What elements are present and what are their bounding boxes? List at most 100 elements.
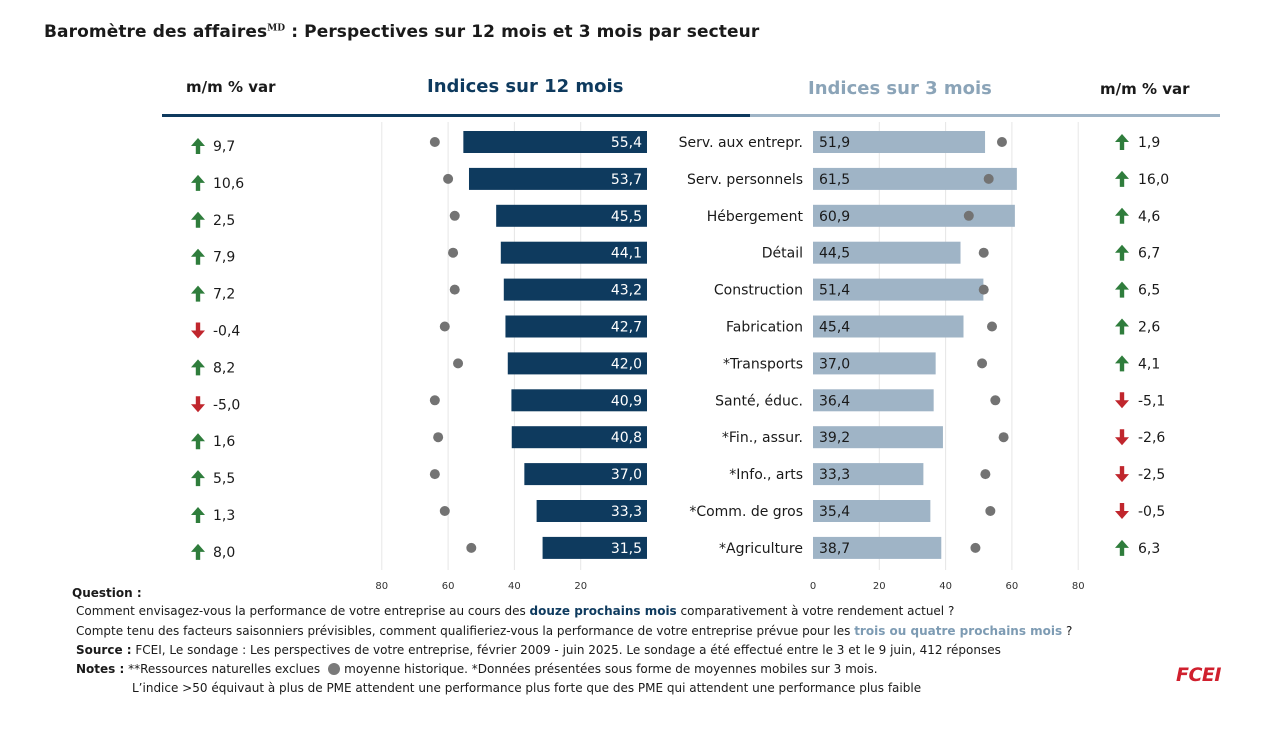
arrow-up-icon <box>1115 244 1129 261</box>
category-label: Construction <box>714 283 803 299</box>
historical-dot-12 <box>429 469 440 480</box>
bar-12-label: 53,7 <box>611 172 642 188</box>
notes: Notes : **Ressources naturelles exclues m… <box>76 662 878 676</box>
bar-12 <box>500 241 647 264</box>
axis-tick-12: 80 <box>375 581 388 592</box>
historical-dot-3 <box>990 395 1001 406</box>
arrow-down-icon <box>1115 503 1129 519</box>
arrow-up-icon <box>191 433 205 450</box>
category-label: Serv. aux entrepr. <box>679 135 803 151</box>
historical-dot-3 <box>996 137 1007 147</box>
var-12-value: -0,4 <box>213 324 240 340</box>
legend-dot-icon <box>328 663 341 675</box>
historical-dot-3 <box>977 358 988 369</box>
bar-3 <box>813 426 943 449</box>
var-3-value: 16,0 <box>1138 172 1169 188</box>
bar-12-label: 42,0 <box>611 356 642 372</box>
bar-12 <box>542 536 647 559</box>
header-12-months: Indices sur 12 mois <box>427 76 624 97</box>
arrow-down-icon <box>1115 392 1129 409</box>
axis-tick-12: 20 <box>574 581 587 592</box>
historical-dot-12 <box>433 432 444 443</box>
var-12-value: 7,9 <box>213 250 235 266</box>
historical-dot-12 <box>429 395 440 406</box>
bar-3-label: 35,4 <box>819 504 850 520</box>
var-3-value: 4,1 <box>1138 356 1160 372</box>
var-3-value: 1,9 <box>1138 135 1160 151</box>
bar-12 <box>524 463 647 486</box>
question-12-months: Comment envisagez-vous la performance de… <box>76 604 955 618</box>
arrow-down-icon <box>1115 466 1129 483</box>
bar-12 <box>511 389 647 412</box>
arrow-down-icon <box>191 396 205 413</box>
bar-3-label: 37,0 <box>819 356 850 372</box>
bar-3 <box>813 352 936 375</box>
var-12-value: 7,2 <box>213 287 235 303</box>
bar-12 <box>468 167 647 190</box>
bar-3-label: 51,9 <box>819 135 850 151</box>
arrow-up-icon <box>1115 281 1129 298</box>
fcei-logo: FCEI <box>1176 664 1221 686</box>
question-3-months: Compte tenu des facteurs saisonniers pré… <box>76 624 1073 638</box>
arrow-up-icon <box>1115 170 1129 187</box>
var-12-value: 1,6 <box>213 434 235 450</box>
category-label: Fabrication <box>726 320 803 336</box>
historical-dot-12 <box>449 210 460 221</box>
bar-12-label: 45,5 <box>611 209 642 225</box>
var-12-value: 9,7 <box>213 139 235 155</box>
bar-12-label: 43,2 <box>611 283 642 299</box>
historical-dot-12 <box>449 284 460 295</box>
bar-3 <box>813 536 942 559</box>
var-3-value: -5,1 <box>1138 393 1165 409</box>
notes-index-explanation: L’indice >50 équivaut à plus de PME atte… <box>132 681 922 695</box>
barometer-chart: 80 60 40 20 0 20 40 60 80 55,4 Serv. aux entrepr. 5… <box>191 122 1169 592</box>
axis-tick-12: 40 <box>508 581 521 592</box>
axis-tick-3: 20 <box>873 581 886 592</box>
var-3-value: 4,6 <box>1138 209 1160 225</box>
bar-3-label: 33,3 <box>819 467 850 483</box>
header-3-months: Indices sur 3 mois <box>808 78 992 99</box>
historical-dot-3 <box>978 284 989 295</box>
bar-12 <box>503 278 647 301</box>
historical-dot-12 <box>439 321 450 332</box>
historical-dot-3 <box>983 173 994 184</box>
category-label: *Transports <box>723 356 803 372</box>
header-rule-3 <box>750 114 1220 117</box>
var-12-value: 8,0 <box>213 545 235 561</box>
axis-tick-3: 40 <box>939 581 952 592</box>
category-label: *Fin., assur. <box>722 430 803 446</box>
bar-3 <box>813 167 1017 190</box>
var-3-value: -2,6 <box>1138 430 1165 446</box>
arrow-down-icon <box>1115 429 1129 446</box>
bar-3-label: 60,9 <box>819 209 850 225</box>
var-12-value: 10,6 <box>213 176 244 192</box>
arrow-up-icon <box>191 507 205 523</box>
var-3-value: -0,5 <box>1138 504 1165 520</box>
arrow-down-icon <box>191 322 205 339</box>
bar-12-label: 55,4 <box>611 135 642 151</box>
historical-dot-12 <box>466 542 477 553</box>
bar-12 <box>463 131 647 153</box>
var-12-value: 8,2 <box>213 360 235 376</box>
bar-3 <box>813 278 984 301</box>
bar-3-label: 44,5 <box>819 246 850 262</box>
var-3-value: 2,6 <box>1138 320 1160 336</box>
bar-3-label: 36,4 <box>819 393 850 409</box>
category-label: *Agriculture <box>719 541 803 557</box>
arrow-up-icon <box>1115 134 1129 150</box>
bar-12 <box>507 352 647 375</box>
bar-3-label: 61,5 <box>819 172 850 188</box>
historical-dot-3 <box>970 542 981 553</box>
bar-3-label: 38,7 <box>819 541 850 557</box>
historical-dot-3 <box>998 432 1009 443</box>
page-title: Baromètre des affairesMD : Perspectives … <box>44 22 760 42</box>
axis-tick-3: 60 <box>1006 581 1019 592</box>
arrow-up-icon <box>1115 539 1129 556</box>
header-rule-12 <box>162 114 750 117</box>
historical-dot-12 <box>443 173 454 184</box>
bar-12 <box>511 426 647 449</box>
category-label: Détail <box>762 246 803 262</box>
var-3-value: 6,5 <box>1138 283 1160 299</box>
bar-3 <box>813 315 964 338</box>
category-label: *Info., arts <box>729 467 803 483</box>
